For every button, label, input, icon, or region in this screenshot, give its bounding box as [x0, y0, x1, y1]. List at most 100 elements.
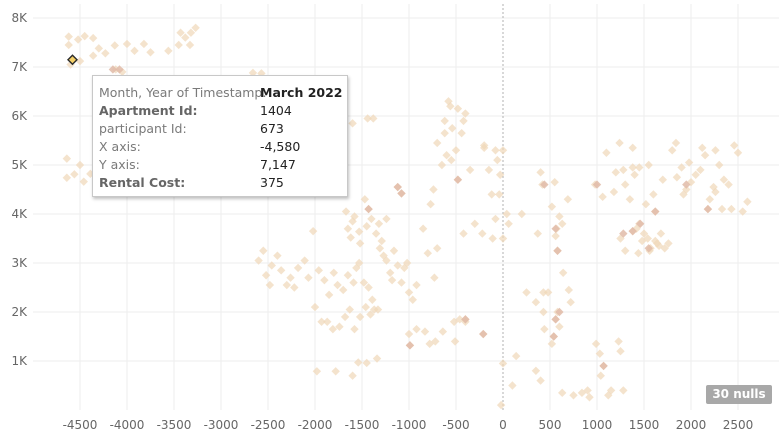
data-point[interactable] [498, 146, 508, 155]
data-point[interactable] [684, 158, 694, 167]
data-point[interactable] [583, 386, 592, 395]
data-point[interactable] [122, 39, 132, 49]
data-point[interactable] [555, 322, 564, 331]
data-point[interactable] [649, 190, 658, 199]
data-point[interactable] [709, 182, 718, 192]
data-point[interactable] [470, 219, 479, 228]
data-point[interactable] [625, 195, 635, 204]
data-point[interactable] [459, 116, 468, 126]
data-point[interactable] [619, 229, 628, 238]
data-point[interactable] [551, 315, 560, 324]
data-point[interactable] [108, 65, 118, 74]
data-point[interactable] [382, 214, 391, 224]
data-point[interactable] [703, 204, 713, 214]
data-point[interactable] [259, 246, 268, 255]
data-point[interactable] [323, 317, 332, 326]
data-point[interactable] [654, 241, 664, 251]
data-point[interactable] [345, 305, 354, 314]
data-point[interactable] [359, 278, 369, 287]
data-point[interactable] [320, 275, 329, 285]
data-point[interactable] [174, 40, 183, 50]
data-point[interactable] [354, 258, 364, 268]
data-point[interactable] [312, 367, 322, 376]
data-point[interactable] [531, 366, 541, 375]
data-point[interactable] [668, 146, 677, 155]
data-point[interactable] [440, 116, 449, 126]
data-point[interactable] [101, 49, 110, 58]
data-point[interactable] [715, 160, 724, 170]
data-point[interactable] [348, 371, 357, 380]
data-point[interactable] [566, 298, 575, 307]
data-point[interactable] [273, 251, 282, 260]
data-point[interactable] [639, 229, 649, 238]
data-point[interactable] [660, 244, 669, 253]
data-point[interactable] [387, 275, 397, 285]
data-point[interactable] [176, 28, 185, 37]
data-point[interactable] [522, 288, 531, 297]
data-point[interactable] [254, 256, 263, 265]
data-point[interactable] [367, 214, 376, 224]
data-point[interactable] [738, 207, 747, 216]
data-point[interactable] [375, 244, 385, 253]
data-point[interactable] [585, 393, 594, 402]
data-point[interactable] [363, 114, 372, 123]
data-point[interactable] [354, 227, 364, 236]
data-point[interactable] [362, 358, 371, 368]
data-point[interactable] [628, 163, 637, 172]
data-point[interactable] [418, 224, 428, 233]
data-point[interactable] [459, 229, 468, 238]
data-point[interactable] [539, 288, 548, 297]
data-point[interactable] [64, 32, 73, 41]
data-point[interactable] [393, 261, 402, 270]
data-point[interactable] [364, 283, 373, 292]
data-point[interactable] [711, 146, 720, 155]
data-point[interactable] [711, 187, 720, 197]
data-point[interactable] [62, 173, 72, 182]
data-point[interactable] [333, 280, 342, 290]
data-point[interactable] [719, 175, 729, 184]
data-point[interactable] [598, 192, 607, 202]
data-point[interactable] [446, 102, 455, 111]
data-point[interactable] [700, 151, 710, 160]
data-point[interactable] [658, 175, 667, 184]
data-point[interactable] [423, 249, 432, 258]
data-point[interactable] [382, 256, 391, 265]
data-point[interactable] [621, 180, 630, 189]
data-point[interactable] [412, 280, 421, 290]
data-point[interactable] [656, 229, 666, 238]
data-point[interactable] [717, 204, 727, 214]
data-point[interactable] [350, 212, 359, 221]
data-point[interactable] [641, 200, 651, 209]
data-point[interactable] [551, 224, 560, 233]
data-point[interactable] [495, 170, 505, 179]
data-point[interactable] [682, 185, 691, 194]
data-point[interactable] [437, 160, 447, 170]
data-point[interactable] [453, 104, 463, 113]
data-point[interactable] [139, 39, 149, 49]
data-point[interactable] [335, 322, 344, 331]
data-point[interactable] [558, 219, 567, 228]
data-point[interactable] [405, 341, 415, 350]
data-point[interactable] [491, 214, 500, 224]
data-point[interactable] [450, 337, 460, 346]
data-point[interactable] [354, 358, 363, 367]
data-point[interactable] [369, 114, 378, 123]
data-point[interactable] [377, 236, 386, 246]
data-point[interactable] [361, 302, 370, 312]
data-point[interactable] [540, 180, 549, 189]
data-point[interactable] [453, 175, 463, 184]
data-point[interactable] [615, 138, 624, 148]
data-point[interactable] [517, 209, 526, 219]
data-point[interactable] [484, 165, 494, 175]
data-point[interactable] [596, 371, 605, 380]
data-point[interactable] [591, 339, 601, 349]
data-point[interactable] [371, 229, 381, 238]
data-point[interactable] [304, 273, 313, 282]
data-point[interactable] [118, 67, 127, 77]
data-point[interactable] [331, 367, 340, 376]
data-point[interactable] [186, 28, 196, 37]
data-point[interactable] [402, 258, 412, 268]
data-point[interactable] [644, 244, 653, 253]
data-point[interactable] [595, 349, 605, 358]
data-point[interactable] [265, 280, 275, 290]
